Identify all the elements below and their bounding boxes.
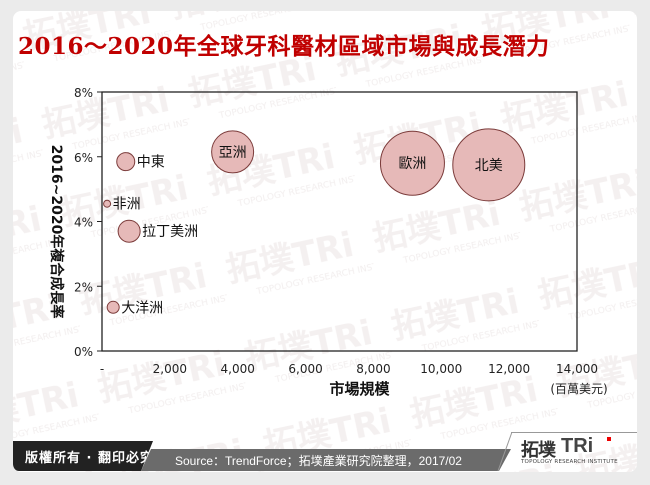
copyright-text: 版權所有 · 翻印必究 xyxy=(25,451,154,466)
x-tick-label: 8,000 xyxy=(356,362,390,376)
x-tick-label: - xyxy=(100,362,104,376)
x-tick-label: 2,000 xyxy=(153,362,187,376)
source-banner: Source：TrendForce；拓墣產業研究院整理，2017/02 xyxy=(141,449,511,471)
x-axis-title: 市場規模 xyxy=(329,380,390,398)
x-tick-label: 14,000 xyxy=(556,362,598,376)
y-tick-label: 6% xyxy=(74,151,93,165)
footer-divider xyxy=(497,432,513,471)
x-tick-label: 12,000 xyxy=(488,362,530,376)
x-tick-label: 10,000 xyxy=(420,362,462,376)
footer-rule xyxy=(511,432,637,433)
plot-frame xyxy=(101,91,578,352)
chart-title: 2016～2020年全球牙科醫材區域市場與成長潛力 xyxy=(18,33,550,60)
y-tick-label: 4% xyxy=(74,216,93,230)
x-axis-unit: (百萬美元) xyxy=(550,382,607,396)
bubble-大洋洲 xyxy=(106,300,120,314)
bubble-拉丁美洲 xyxy=(117,219,141,243)
tri-logo: 拓墣 TRi TOPOLOGY RESEARCH INSTITUTE xyxy=(521,435,631,470)
bubble-label: 亞洲 xyxy=(219,145,247,161)
source-text: Source：TrendForce；拓墣產業研究院整理，2017/02 xyxy=(175,454,462,468)
y-tick-label: 8% xyxy=(74,86,93,100)
logo-chinese: 拓墣 xyxy=(521,440,556,461)
logo-subtitle: TOPOLOGY RESEARCH INSTITUTE xyxy=(521,459,618,465)
bubble-label: 中東 xyxy=(137,155,165,171)
logo-english: TRi xyxy=(561,435,594,457)
bubble-歐洲 xyxy=(379,130,445,196)
copyright-banner: 版權所有 · 翻印必究 xyxy=(13,441,154,471)
bubble-label: 大洋洲 xyxy=(121,300,163,316)
bubble-chart: 0% 2% 4% 6% 8% - 2,000 4,000 6,000 8,000 10,000 12,… xyxy=(48,86,608,398)
y-tick-label: 2% xyxy=(74,280,93,294)
bubble-label: 拉丁美洲 xyxy=(142,224,198,240)
x-tick-label: 4,000 xyxy=(221,362,255,376)
bubble-亞洲 xyxy=(211,130,255,174)
bubble-非洲 xyxy=(103,199,112,208)
logo-red-dot xyxy=(607,437,611,441)
x-tick-label: 6,000 xyxy=(288,362,322,376)
bubble-北美 xyxy=(452,128,526,202)
bubble-中東 xyxy=(116,152,136,172)
bubble-label: 歐洲 xyxy=(398,156,426,172)
y-tick-label: 0% xyxy=(74,345,93,359)
bubble-label: 非洲 xyxy=(113,197,141,213)
bubble-label: 北美 xyxy=(475,158,503,174)
y-axis-title: 2016~2020年複合成長率 xyxy=(48,145,65,319)
